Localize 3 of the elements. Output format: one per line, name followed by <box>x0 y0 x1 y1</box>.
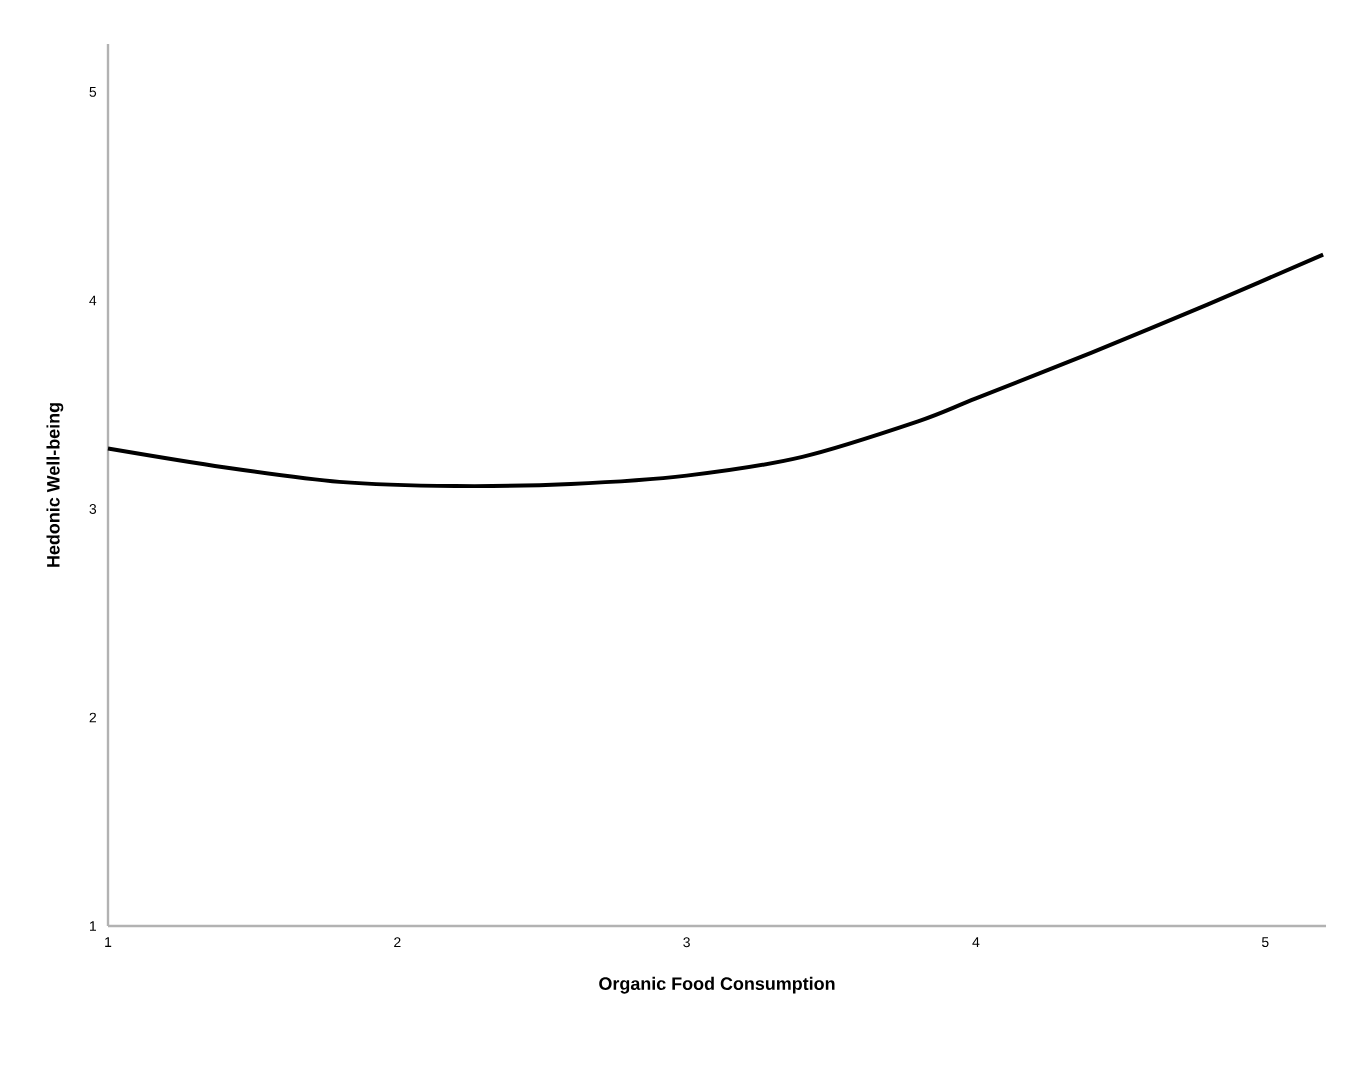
y-axis-title: Hedonic Well-being <box>46 403 64 567</box>
line-series <box>106 252 1326 489</box>
x-axis-title: Organic Food Consumption <box>599 976 835 994</box>
